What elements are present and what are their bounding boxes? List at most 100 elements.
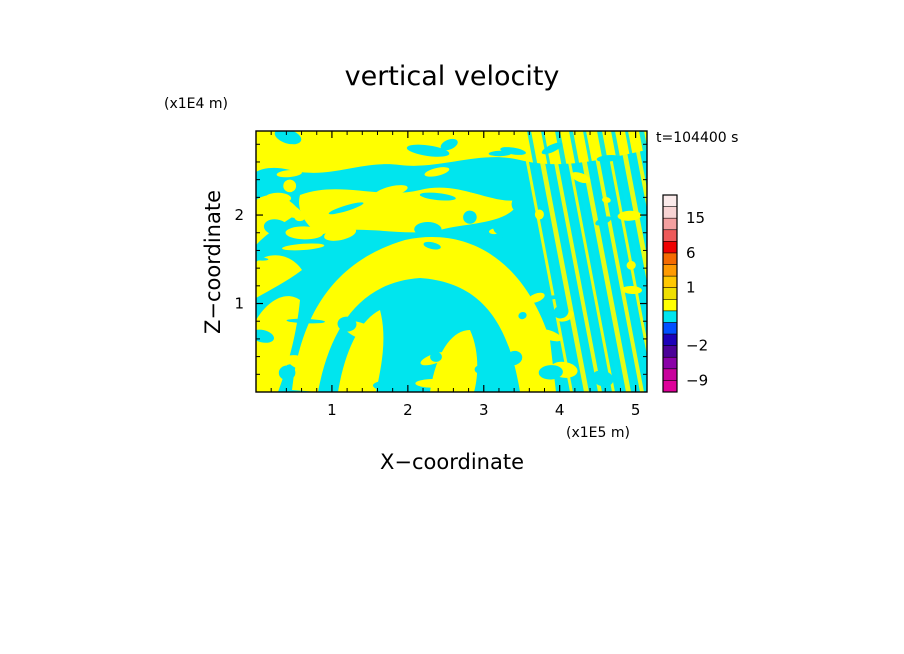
colorbar-swatch bbox=[663, 334, 677, 346]
field-streak bbox=[430, 351, 442, 362]
colorbar-swatch bbox=[663, 357, 677, 370]
field-streak bbox=[506, 350, 523, 366]
field-stripe bbox=[590, 131, 644, 392]
x-tick-label: 4 bbox=[555, 401, 565, 419]
field-streak bbox=[440, 138, 458, 151]
field-streak bbox=[493, 219, 512, 236]
field-region bbox=[430, 330, 478, 392]
field-streak bbox=[256, 329, 274, 343]
field-stripe bbox=[520, 131, 573, 392]
field-streak bbox=[464, 181, 494, 194]
field-positive-regions bbox=[256, 131, 647, 392]
field-streak bbox=[274, 131, 302, 145]
field-region bbox=[299, 187, 520, 235]
colorbar-swatch bbox=[663, 195, 677, 207]
field-stripe bbox=[555, 131, 610, 392]
colorbar-swatch bbox=[663, 299, 677, 312]
field-streak bbox=[553, 305, 569, 319]
field-stripe bbox=[576, 131, 631, 392]
y-scale-label: (x1E4 m) bbox=[164, 96, 228, 112]
field-streak bbox=[380, 131, 391, 145]
colorbar-swatch bbox=[663, 287, 677, 300]
field-stripe bbox=[548, 131, 602, 392]
colorbar-swatch bbox=[663, 229, 677, 242]
field-stripe bbox=[611, 131, 647, 319]
field-streak bbox=[622, 285, 642, 295]
field-streak bbox=[488, 150, 512, 157]
field-streak bbox=[294, 212, 306, 222]
x-tick-label: 1 bbox=[327, 401, 337, 419]
plot-frame bbox=[255, 130, 648, 393]
field-region bbox=[292, 237, 556, 392]
field-stripe bbox=[541, 131, 594, 392]
field-streak bbox=[518, 312, 527, 320]
x-axis: 1 2 3 4 5 bbox=[270, 131, 641, 419]
field-streak bbox=[538, 365, 563, 380]
colorbar-swatch bbox=[663, 345, 677, 358]
field-stripe bbox=[604, 131, 647, 356]
time-label: t=104400 s bbox=[656, 130, 738, 146]
field-streak bbox=[278, 365, 296, 381]
field-streak bbox=[265, 192, 292, 204]
field-region bbox=[256, 255, 302, 298]
y-tick-label: 2 bbox=[234, 206, 244, 224]
field-streak bbox=[372, 380, 411, 392]
x-tick-label: 5 bbox=[631, 401, 641, 419]
y-axis-label: Z−coordinate bbox=[201, 190, 225, 334]
x-tick-label: 2 bbox=[403, 401, 413, 419]
field-streak bbox=[463, 210, 477, 224]
field-streak bbox=[541, 142, 563, 155]
field-stripe bbox=[562, 131, 615, 392]
field-streak bbox=[592, 370, 614, 387]
field-streak bbox=[285, 219, 297, 227]
field-streak bbox=[423, 241, 441, 250]
chart-title: vertical velocity bbox=[345, 61, 560, 92]
field-streak bbox=[354, 218, 374, 228]
field-streak bbox=[287, 358, 319, 373]
colorbar-swatch bbox=[663, 276, 677, 289]
field-streak bbox=[474, 365, 484, 374]
field-streak bbox=[406, 144, 450, 157]
colorbar-tick-label: −2 bbox=[686, 337, 708, 355]
colorbar-swatch bbox=[663, 322, 677, 335]
field-streak bbox=[602, 197, 611, 203]
field-streak bbox=[595, 216, 612, 226]
colorbar-swatch bbox=[663, 380, 677, 393]
field-streak bbox=[286, 318, 326, 324]
field-streak bbox=[263, 219, 289, 236]
x-axis-label: X−coordinate bbox=[380, 450, 524, 474]
colorbar-swatch bbox=[663, 206, 677, 219]
field-streak bbox=[441, 273, 454, 281]
field-stripe bbox=[625, 131, 647, 246]
field-streak bbox=[256, 218, 273, 232]
colorbar-tick-label: 6 bbox=[686, 244, 696, 262]
colorbar: 15 6 1 −2 −9 bbox=[662, 194, 708, 393]
field-streak bbox=[302, 131, 340, 142]
field-streak bbox=[617, 210, 642, 221]
field-streak bbox=[276, 169, 302, 178]
field-stripe bbox=[527, 131, 581, 392]
field-streak bbox=[285, 226, 324, 240]
colorbar-tick-label: 15 bbox=[686, 209, 705, 227]
y-axis: 12 bbox=[234, 143, 647, 375]
field-streak bbox=[283, 179, 297, 193]
x-scale-label: (x1E5 m) bbox=[566, 425, 630, 441]
field-streak bbox=[419, 192, 456, 201]
velocity-field bbox=[256, 131, 647, 392]
field-streak bbox=[626, 260, 636, 270]
field-stripe bbox=[632, 131, 647, 210]
field-streak bbox=[414, 221, 442, 237]
field-stripe bbox=[597, 131, 647, 392]
field-streak bbox=[282, 243, 325, 251]
colorbar-swatch bbox=[663, 310, 677, 323]
field-streak bbox=[281, 144, 296, 154]
y-tick-label: 1 bbox=[234, 295, 244, 313]
field-streak bbox=[416, 259, 456, 273]
x-tick-label: 3 bbox=[479, 401, 489, 419]
field-stripe bbox=[569, 131, 623, 392]
field-streak bbox=[337, 316, 357, 332]
field-streak bbox=[374, 185, 408, 198]
colorbar-swatch bbox=[663, 218, 677, 231]
colorbar-tick-label: −9 bbox=[686, 371, 708, 389]
